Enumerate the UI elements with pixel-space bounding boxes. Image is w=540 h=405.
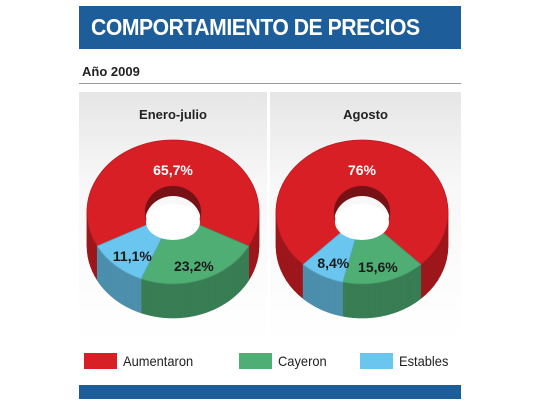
- data-label-aumentaron: 76%: [348, 162, 377, 178]
- panel-title-agosto: Agosto: [343, 107, 388, 122]
- legend-label-aumentaron: Aumentaron: [123, 353, 194, 369]
- data-label-aumentaron: 65,7%: [153, 162, 193, 178]
- chart-panel-agosto: Agosto 76% 15,6% 8,4%: [270, 92, 461, 342]
- subtitle-year: Año 2009: [82, 64, 140, 79]
- legend: Aumentaron Cayeron Estables: [84, 353, 464, 373]
- legend-label-cayeron: Cayeron: [278, 353, 327, 369]
- legend-swatch-aumentaron: [84, 353, 117, 369]
- legend-item-cayeron: Cayeron: [239, 353, 331, 369]
- legend-label-estables: Estables: [399, 353, 449, 369]
- legend-swatch-estables: [360, 353, 393, 369]
- subtitle-divider: [79, 83, 461, 84]
- page-title: COMPORTAMIENTO DE PRECIOS: [91, 14, 420, 40]
- data-label-estables: 11,1%: [113, 248, 152, 264]
- legend-item-estables: Estables: [360, 353, 453, 369]
- data-label-cayeron: 15,6%: [358, 259, 398, 275]
- panel-title-enero-julio: Enero-julio: [139, 107, 207, 122]
- header-bar: COMPORTAMIENTO DE PRECIOS: [79, 6, 461, 49]
- legend-swatch-cayeron: [239, 353, 272, 369]
- legend-item-aumentaron: Aumentaron: [84, 353, 199, 369]
- chart-panel-enero-julio: Enero-julio 65,7% 23,2% 11,1%: [79, 92, 267, 342]
- data-label-cayeron: 23,2%: [174, 258, 214, 274]
- donut-chart-agosto: 76% 15,6% 8,4%: [275, 139, 449, 319]
- donut-side-walls: [86, 207, 260, 319]
- donut-hole: [145, 186, 201, 240]
- donut-chart-enero-julio: 65,7% 23,2% 11,1%: [86, 139, 260, 319]
- data-label-estables: 8,4%: [317, 255, 349, 271]
- donut-hole: [334, 186, 390, 240]
- footer-bar: [79, 385, 461, 399]
